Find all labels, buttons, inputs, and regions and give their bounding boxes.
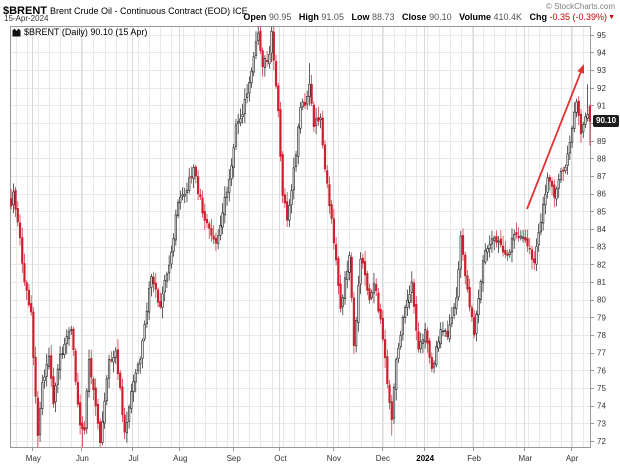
y-axis-tick-label: 91 [597,101,606,110]
y-axis-tick-label: 80 [597,296,606,305]
ohlc-summary: Open 90.95 High 91.05 Low 88.73 Close 90… [238,12,615,22]
gridlines [10,26,591,448]
volume-value: 410.4K [493,12,522,22]
y-axis-tick-label: 76 [597,366,606,375]
y-axis-tick-label: 95 [597,31,606,40]
volume-label: Volume [459,12,491,22]
stockcharts-credit-link[interactable]: © StockCharts.com [545,2,615,11]
x-axis-month-label: Jul [128,454,138,463]
close-label: Close [402,12,427,22]
y-axis-tick-label: 84 [597,225,606,234]
y-axis-tick-label: 81 [597,278,606,287]
x-axis-month-label: May [26,454,41,463]
chg-value: -0.35 (-0.39%) [549,12,608,22]
y-axis-tick-label: 74 [597,402,606,411]
y-axis-tick-label: 72 [597,437,606,446]
y-axis-tick-label: 77 [597,349,606,358]
quote-date: 15-Apr-2024 [4,14,49,23]
high-label: High [298,12,319,22]
y-axis-tick-label: 94 [597,48,606,57]
x-axis-month-label: Apr [566,454,579,463]
y-axis-tick-label: 93 [597,66,606,75]
y-axis-tick-label: 79 [597,313,606,322]
candlesticks [10,26,591,448]
x-axis-month-label: Jun [76,454,89,463]
instrument-name: Brent Crude Oil - Continuous Contract (E… [50,6,248,16]
chg-down-triangle-icon: ▼ [608,14,615,21]
low-label: Low [351,12,370,22]
plot-border [10,26,591,448]
x-axis-month-label: Nov [327,454,341,463]
x-axis-month-label: Mar [518,454,532,463]
high-value: 91.05 [321,12,344,22]
chg-label: Chg [529,12,548,22]
y-axis-tick-label: 87 [597,172,606,181]
x-axis-month-label: Dec [376,454,390,463]
x-axis-month-label: Aug [173,454,187,463]
open-value: 90.95 [268,12,292,22]
x-axis-month-label: 2024 [416,454,434,463]
y-axis-tick-label: 73 [597,419,606,428]
low-value: 88.73 [371,12,395,22]
chart-legend: $BRENT (Daily) 90.10 (15 Apr) [12,27,147,37]
y-axis-tick-label: 83 [597,243,606,252]
chart-title: $BRENT Brent Crude Oil - Continuous Contr… [3,1,248,19]
symbol-label: $BRENT [3,5,48,17]
open-label: Open [243,12,267,22]
x-axis-month-label: Feb [467,454,481,463]
legend-text: $BRENT (Daily) 90.10 (15 Apr) [24,27,148,37]
y-axis-tick-label: 85 [597,207,606,216]
y-axis-tick-label: 78 [597,331,606,340]
chart-style-icon [12,28,21,36]
y-axis-tick-label: 86 [597,190,606,199]
y-axis-tick-label: 92 [597,84,606,93]
x-axis-month-label: Sep [227,454,242,463]
y-axis-tick-label: 89 [597,137,606,146]
trend-arrow-head [577,64,584,74]
price-chart-canvas: 7273747576777879808182838485868788899091… [10,26,606,463]
y-axis-tick-label: 88 [597,154,606,163]
y-axis-tick-label: 75 [597,384,606,393]
x-axis-month-label: Oct [274,454,287,463]
trend-arrow [526,67,584,210]
last-price-tag: 90.10 [593,114,620,127]
close-value: 90.10 [429,12,452,22]
axis-ticks [32,35,594,451]
y-axis-tick-label: 82 [597,260,606,269]
